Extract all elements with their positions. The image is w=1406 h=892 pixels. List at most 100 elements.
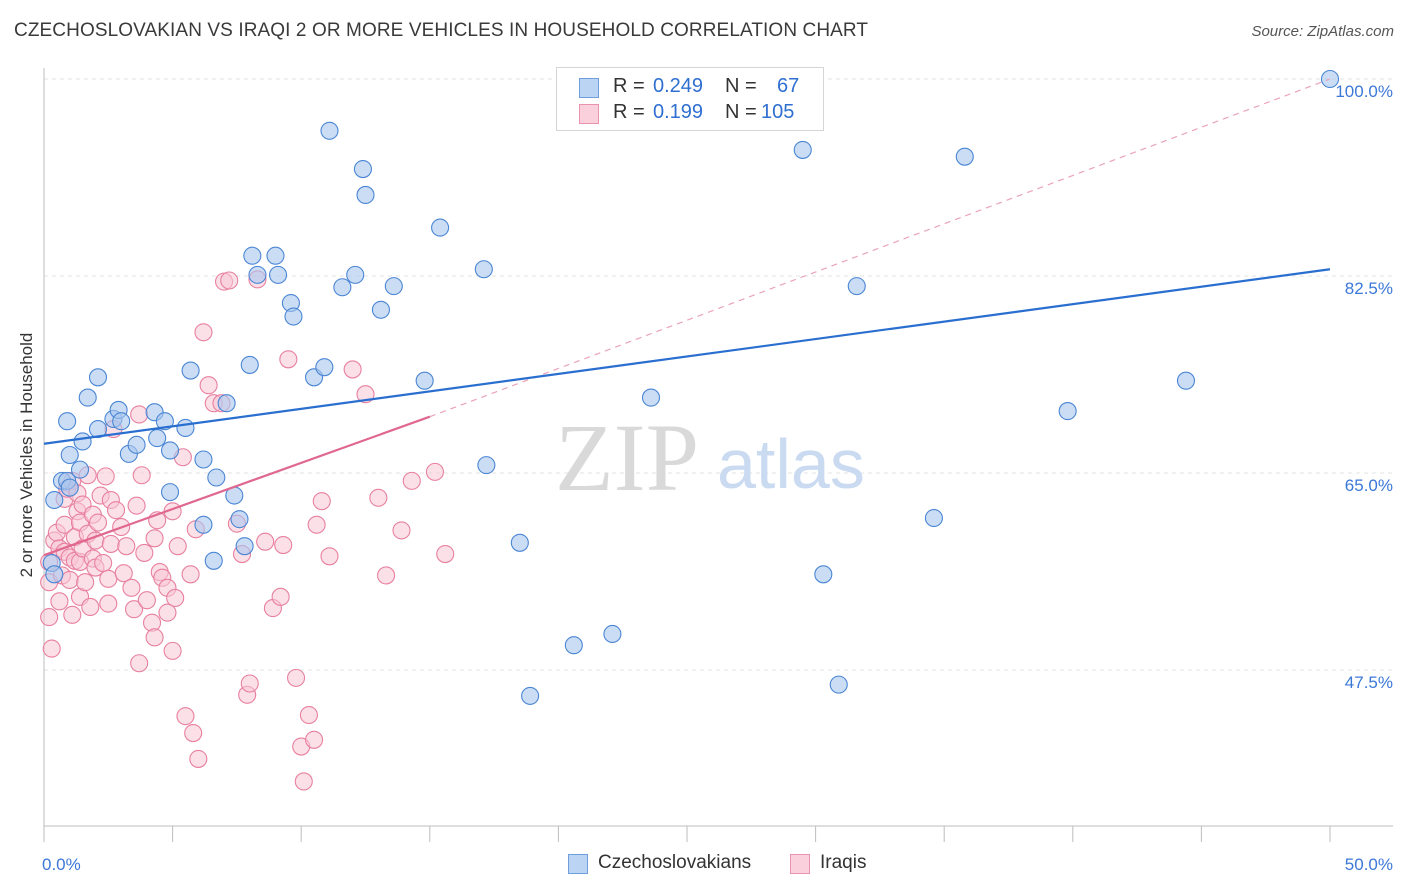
iraqis-point [220,271,239,290]
legend-n-label: N = [725,101,757,123]
czechoslovakians-point [176,418,195,438]
czechoslovakians-point [88,368,108,387]
czechoslovakians-point [356,185,375,204]
iraqis-point [377,566,396,585]
iraqis-points [40,270,455,791]
chart-title: CZECHOSLOVAKIAN VS IRAQI 2 OR MORE VEHIC… [14,20,869,41]
correlation-legend: R = 0.249 N = 67 R = 0.199 N = 105 [556,67,824,131]
legend-r-label: R = [613,75,645,97]
iraqis-point [137,591,156,610]
czechoslovakians-point [333,278,352,297]
czechoslovakians-point [371,300,390,319]
iraqis-point [130,405,149,424]
czechoslovakians-point [477,456,496,475]
bottom-legend-label: Czechoslovakians [598,852,752,873]
czechoslovakians-point [924,508,943,528]
czechoslovakians-point [510,533,529,552]
czechoslovakians-point [829,675,848,694]
legend-n-value: 67 [777,75,800,97]
czechoslovakians-point [269,265,288,284]
iraqis-point [88,513,108,532]
czechoslovakians-point [230,510,249,529]
legend-swatch-pink [579,104,599,124]
iraqis-point [240,674,259,693]
czechoslovakians-point [70,460,90,479]
iraqis-point [402,471,421,490]
iraqis-point [312,492,331,511]
czechoslovakians-point [955,147,974,166]
y-tick-label: 100.0% [1335,82,1393,101]
legend-n-value: 105 [761,101,795,123]
iraqis-point [94,554,113,573]
legend-r-label: R = [613,101,645,123]
czechoslovakians-point [155,412,174,431]
legend-swatch-blue [579,78,599,98]
czechoslovakians-point [207,468,226,487]
czechoslovakians-point [58,412,77,431]
iraqis-point [271,587,290,606]
iraqis-point [299,705,318,725]
iraqis-point [168,537,187,556]
czechoslovakians-point [73,432,92,451]
czechoslovakians-point [346,265,365,284]
iraqis-point [101,534,120,553]
iraqis-point [176,707,195,726]
czechoslovakians-point [88,420,108,439]
iraqis-point [287,668,306,687]
x-tick-label: 50.0% [1345,855,1393,874]
iraqis-point [40,608,59,627]
iraqis-point [163,641,182,660]
iraqis-point [181,565,200,584]
bottom-legend-swatch-blue [568,854,588,874]
czechoslovakians-point [148,429,167,448]
x-tick-label: 0.0% [42,855,81,874]
iraqis-point [114,564,133,583]
czechoslovakians-point [194,450,213,469]
chart-source: Source: ZipAtlas.com [1251,23,1394,40]
iraqis-point [124,600,144,619]
iraqis-point [42,639,61,658]
y-tick-label: 47.5% [1345,673,1393,692]
bottom-legend-label: Iraqis [820,852,867,873]
iraqis-point [132,466,151,485]
czechoslovakians-point [45,565,64,584]
czechoslovakians-point [217,394,236,413]
iraqis-point [305,730,324,749]
czechoslovakians-point [60,478,79,497]
czechoslovakians-point [127,435,146,454]
iraqis-point [142,613,162,632]
czechoslovakians-point [603,624,622,644]
czechoslovakians-point [112,412,131,431]
czechoslovakians-point [431,218,450,237]
czechoslovakians-point [243,246,262,265]
tick-labels: 47.5% 65.0% 82.5% 100.0% 0.0% 50.0% [42,82,1393,874]
iraqis-point [189,749,208,768]
czechoslovakians-point [415,371,434,390]
iraqis-point [307,515,326,534]
czechoslovakians-point [248,265,267,284]
czechoslovakians-point [78,388,97,407]
czechoslovakians-point [181,361,200,380]
iraqis-point [99,569,118,588]
iraqis-point [145,628,164,647]
iraqis-point [320,547,339,566]
y-tick-label: 82.5% [1345,279,1393,298]
czechoslovakians-point [45,490,64,510]
iraqis-point [145,529,164,548]
iraqis-point [199,376,218,395]
iraqis-point [81,597,100,617]
trend-lines [43,78,1331,557]
bottom-legend-swatch-pink [790,854,810,874]
czechoslovakians-point [474,260,493,279]
watermark-atlas: atlas [717,425,865,503]
iraqis-point [274,535,293,555]
czechoslovakians-point [521,686,540,705]
czechoslovakians-point [320,121,339,140]
czechoslovakians-point [315,358,334,377]
czechoslovakians-point [194,515,213,534]
iraqis-point [50,592,69,611]
iraqis-point [130,654,149,673]
iraqis-point [166,588,185,608]
iraqis-trend-line [43,415,431,557]
